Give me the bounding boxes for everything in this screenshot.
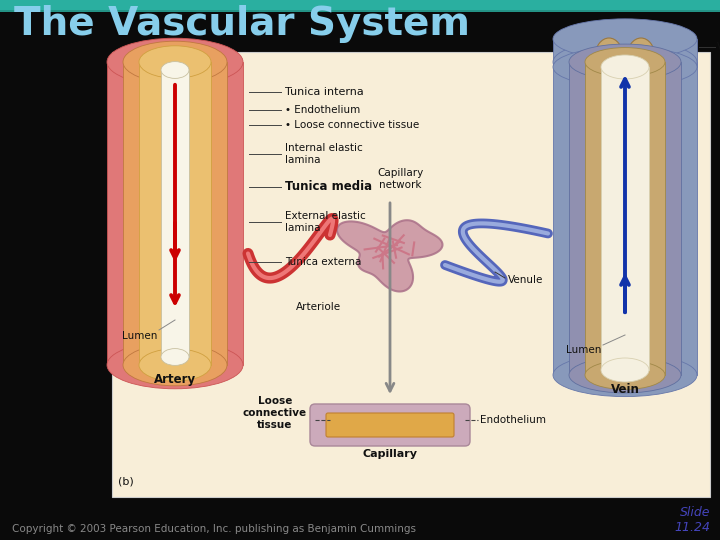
Ellipse shape: [585, 48, 665, 76]
Text: Arteriole: Arteriole: [295, 302, 341, 312]
Text: Lumen: Lumen: [122, 331, 157, 341]
Text: Lumen: Lumen: [566, 345, 601, 355]
Text: • Loose connective tissue: • Loose connective tissue: [285, 120, 419, 130]
Bar: [161, 70, 189, 357]
Text: Loose
connective
tissue: Loose connective tissue: [243, 396, 307, 430]
Ellipse shape: [627, 38, 655, 76]
Ellipse shape: [601, 55, 649, 79]
Ellipse shape: [585, 361, 665, 389]
Ellipse shape: [553, 19, 697, 59]
Text: (b): (b): [118, 477, 134, 487]
Text: The Vascular System: The Vascular System: [14, 5, 470, 43]
Text: • Endothelium: • Endothelium: [285, 105, 360, 115]
Bar: [569, 62, 681, 375]
Text: Venule: Venule: [508, 275, 544, 285]
Ellipse shape: [569, 357, 681, 393]
Ellipse shape: [553, 47, 697, 87]
Ellipse shape: [161, 62, 189, 78]
Text: Tunica externa: Tunica externa: [285, 257, 361, 267]
Bar: [123, 62, 227, 365]
Bar: [601, 67, 649, 370]
Bar: [0, 0, 720, 10]
Ellipse shape: [107, 38, 243, 86]
Text: Artery: Artery: [154, 373, 196, 386]
FancyBboxPatch shape: [326, 413, 454, 437]
Bar: [139, 62, 211, 365]
Text: Capillary: Capillary: [362, 449, 418, 459]
Text: Slide
11.24: Slide 11.24: [674, 506, 710, 534]
Text: Valve: Valve: [717, 42, 720, 52]
Text: Tunica media: Tunica media: [285, 180, 372, 193]
Ellipse shape: [123, 344, 227, 386]
Ellipse shape: [107, 341, 243, 389]
Polygon shape: [337, 220, 443, 292]
Bar: [553, 62, 697, 375]
Ellipse shape: [553, 353, 697, 396]
Text: Tunica interna: Tunica interna: [285, 87, 364, 97]
FancyBboxPatch shape: [310, 404, 470, 446]
Text: External elastic
lamina: External elastic lamina: [285, 211, 366, 233]
Ellipse shape: [601, 358, 649, 382]
Ellipse shape: [139, 349, 211, 381]
Bar: [585, 62, 665, 375]
Ellipse shape: [161, 349, 189, 366]
Ellipse shape: [123, 41, 227, 83]
Bar: [112, 52, 710, 497]
Ellipse shape: [569, 44, 681, 80]
Ellipse shape: [553, 40, 697, 84]
Text: Copyright © 2003 Pearson Education, Inc. publishing as Benjamin Cummings: Copyright © 2003 Pearson Education, Inc.…: [12, 524, 416, 534]
Text: Internal elastic
lamina: Internal elastic lamina: [285, 143, 363, 165]
Ellipse shape: [139, 46, 211, 78]
Bar: [107, 62, 243, 365]
Text: Capillary
network: Capillary network: [377, 168, 423, 190]
Ellipse shape: [595, 38, 623, 76]
Text: Vein: Vein: [611, 383, 639, 396]
Bar: [553, 39, 697, 67]
Text: Endothelium: Endothelium: [480, 415, 546, 425]
